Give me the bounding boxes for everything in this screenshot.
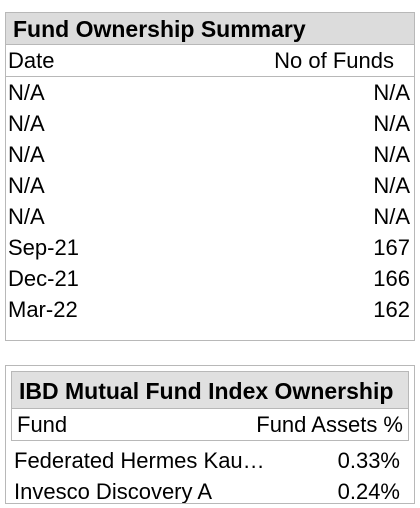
date-cell: N/A <box>8 204 45 229</box>
date-cell: N/A <box>8 111 45 136</box>
date-column-header: Date <box>8 48 55 73</box>
date-cell: Dec-21 <box>8 266 79 291</box>
fund-column-header: Fund <box>17 412 68 437</box>
date-cell: N/A <box>8 80 45 105</box>
funds-cell: 162 <box>373 297 410 322</box>
fund-name-cell: Federated Hermes Kau… <box>14 448 265 473</box>
ibd-index-header-row: Fund Fund Assets % <box>11 409 409 441</box>
ibd-mutual-fund-index-panel: IBD Mutual Fund Index Ownership Fund Fun… <box>5 365 415 504</box>
date-cell: N/A <box>8 173 45 198</box>
fund-ownership-rows: N/A N/A N/A N/A N/A N/A N/A N/A N/A N/A … <box>6 77 414 325</box>
funds-cell: N/A <box>373 111 410 136</box>
table-row: N/A N/A <box>6 77 414 108</box>
funds-cell: 166 <box>373 266 410 291</box>
date-cell: Sep-21 <box>8 235 79 260</box>
table-row: N/A N/A <box>6 108 414 139</box>
date-cell: N/A <box>8 142 45 167</box>
table-row: N/A N/A <box>6 139 414 170</box>
funds-cell: N/A <box>373 173 410 198</box>
funds-cell: N/A <box>373 204 410 229</box>
ibd-index-title: IBD Mutual Fund Index Ownership <box>11 371 409 409</box>
table-row: Dec-21 166 <box>6 263 414 294</box>
table-row: Invesco Discovery A 0.24% <box>6 476 414 504</box>
fund-assets-cell: 0.33% <box>337 448 400 473</box>
fund-assets-cell: 0.24% <box>337 479 400 504</box>
fund-ownership-header-row: Date No of Funds <box>6 45 414 77</box>
table-row: Federated Hermes Kau… 0.33% <box>6 445 414 476</box>
funds-cell: N/A <box>373 142 410 167</box>
no-of-funds-column-header: No of Funds <box>274 48 394 73</box>
ibd-index-rows: Federated Hermes Kau… 0.33% Invesco Disc… <box>6 441 414 504</box>
fund-ownership-summary-panel: Fund Ownership Summary Date No of Funds … <box>5 12 415 341</box>
fund-name-cell: Invesco Discovery A <box>14 479 213 504</box>
date-cell: Mar-22 <box>8 297 78 322</box>
funds-cell: N/A <box>373 80 410 105</box>
table-row: N/A N/A <box>6 201 414 232</box>
table-row: Mar-22 162 <box>6 294 414 325</box>
table-row: N/A N/A <box>6 170 414 201</box>
fund-assets-column-header: Fund Assets % <box>256 412 403 437</box>
fund-ownership-title: Fund Ownership Summary <box>6 13 414 45</box>
funds-cell: 167 <box>373 235 410 260</box>
table-row: Sep-21 167 <box>6 232 414 263</box>
